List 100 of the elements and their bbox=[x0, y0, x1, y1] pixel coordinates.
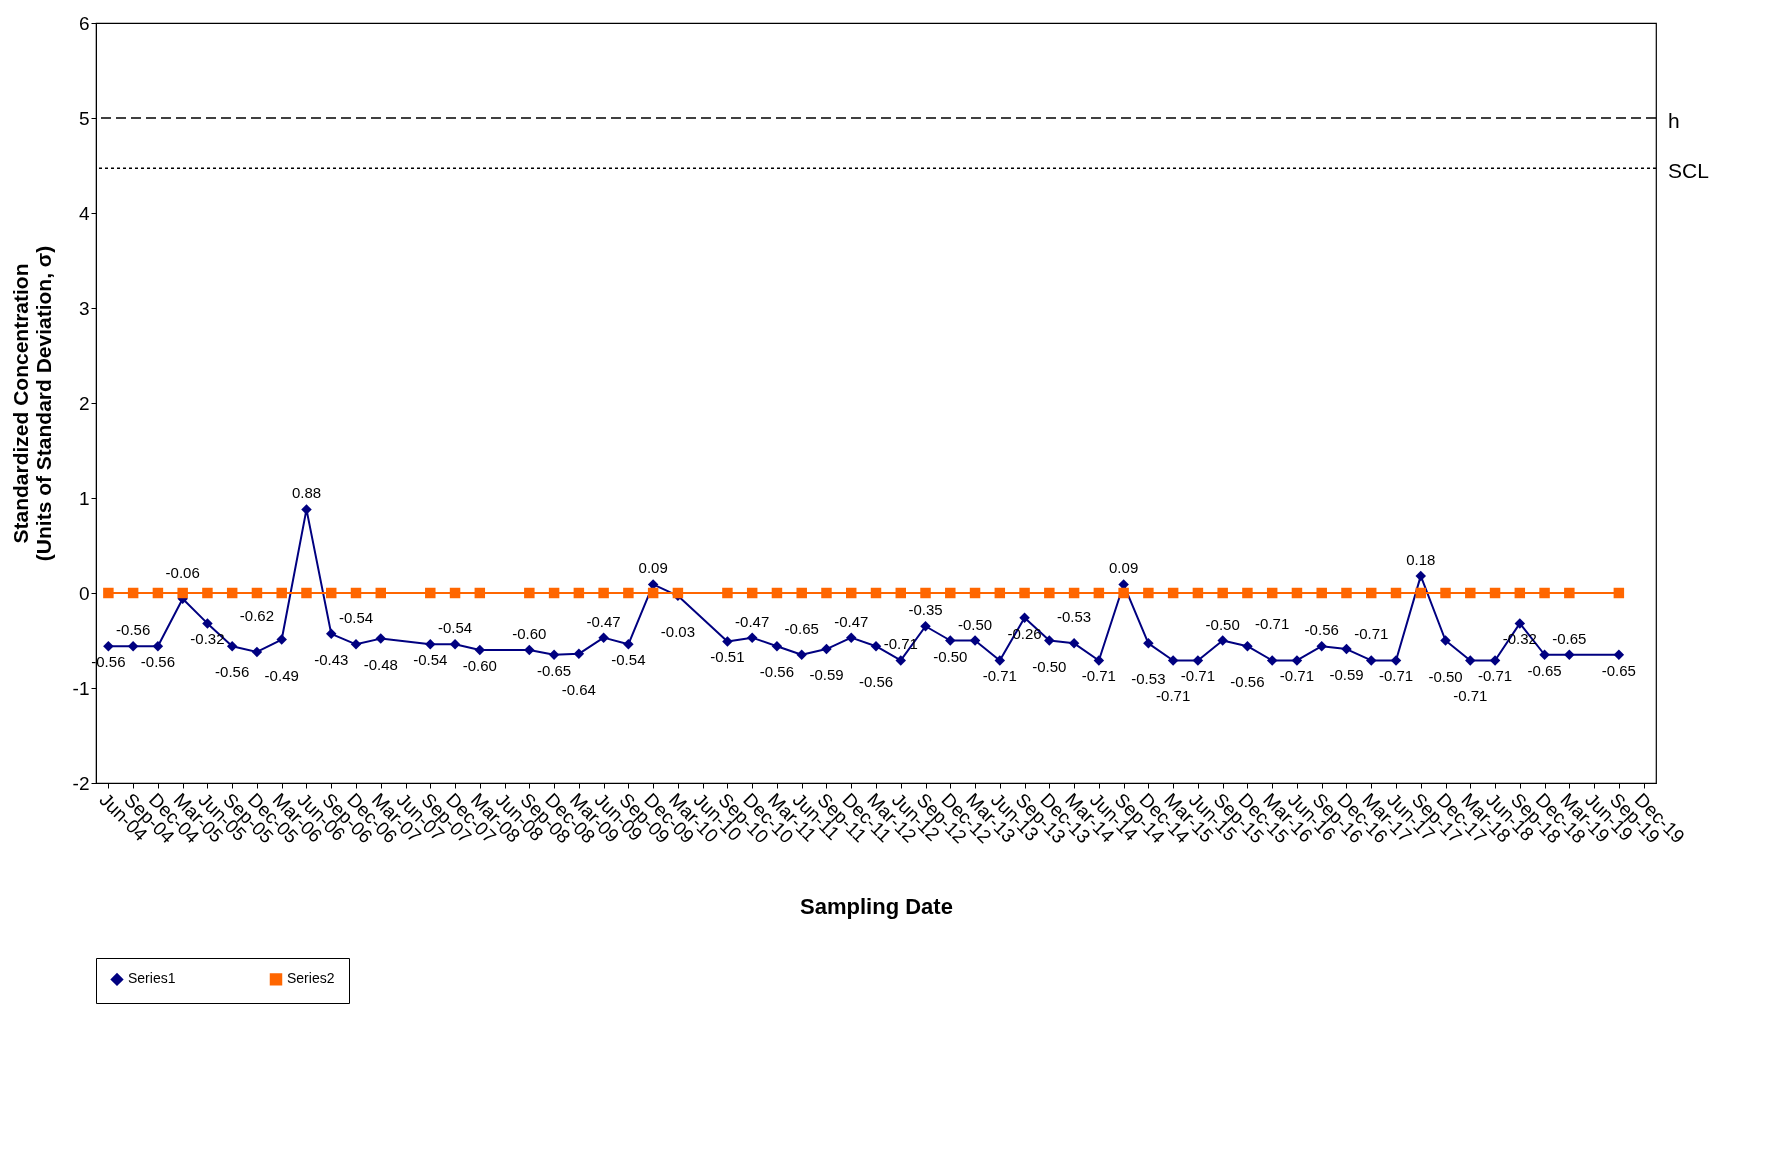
point bbox=[1564, 649, 1575, 660]
legend-label: Series1 bbox=[128, 970, 176, 987]
data-label: -0.53 bbox=[1131, 670, 1166, 688]
point bbox=[1415, 587, 1427, 599]
data-label: -0.71 bbox=[1156, 687, 1191, 705]
data-label: -0.62 bbox=[239, 606, 275, 624]
point bbox=[1118, 587, 1129, 599]
point bbox=[573, 648, 585, 660]
point bbox=[350, 587, 362, 599]
point bbox=[796, 587, 807, 599]
y-tick-label: 4 bbox=[78, 202, 90, 224]
data-label: -0.56 bbox=[140, 653, 176, 671]
point bbox=[920, 621, 931, 632]
point bbox=[1068, 638, 1080, 649]
legend-label: Series2 bbox=[287, 970, 335, 987]
point bbox=[301, 587, 312, 599]
point bbox=[1390, 587, 1402, 599]
point bbox=[202, 618, 213, 629]
point bbox=[1539, 587, 1550, 599]
point bbox=[920, 587, 931, 599]
point bbox=[1291, 587, 1303, 599]
point bbox=[1167, 587, 1179, 599]
point bbox=[1390, 655, 1402, 666]
point bbox=[870, 640, 882, 652]
point bbox=[573, 587, 585, 599]
point bbox=[1564, 587, 1575, 599]
point bbox=[103, 640, 114, 652]
data-label: -0.71 bbox=[982, 667, 1017, 685]
point bbox=[771, 640, 783, 652]
data-label: -0.03 bbox=[660, 622, 696, 640]
data-label: -0.49 bbox=[264, 666, 299, 684]
point bbox=[1514, 587, 1526, 599]
point bbox=[1489, 587, 1501, 599]
point bbox=[1465, 587, 1476, 599]
point bbox=[895, 655, 907, 666]
point bbox=[1291, 655, 1303, 666]
data-label: -0.65 bbox=[536, 661, 572, 679]
data-label: -0.71 bbox=[1477, 667, 1513, 685]
point bbox=[325, 587, 337, 599]
data-label: -0.47 bbox=[735, 612, 770, 630]
point bbox=[945, 635, 956, 646]
data-label: -0.56 bbox=[215, 663, 250, 681]
point bbox=[845, 632, 857, 643]
point bbox=[1019, 587, 1030, 599]
point bbox=[1440, 635, 1451, 646]
point bbox=[474, 587, 486, 599]
point bbox=[1514, 618, 1526, 629]
point bbox=[994, 655, 1006, 666]
point bbox=[1093, 655, 1105, 666]
point bbox=[226, 640, 238, 652]
y-tick-label: -1 bbox=[72, 677, 90, 699]
point bbox=[103, 587, 114, 599]
point bbox=[1415, 570, 1427, 582]
data-label: -0.50 bbox=[1428, 667, 1463, 685]
point bbox=[1465, 655, 1476, 666]
point bbox=[796, 649, 807, 660]
data-label: -0.60 bbox=[462, 657, 497, 674]
point bbox=[821, 587, 832, 599]
point bbox=[771, 587, 783, 599]
point bbox=[623, 639, 634, 650]
y-tick-label: 3 bbox=[78, 297, 90, 319]
point bbox=[251, 587, 263, 599]
point bbox=[152, 640, 164, 652]
data-label: -0.65 bbox=[784, 619, 819, 637]
data-label: -0.32 bbox=[190, 630, 225, 648]
data-label: -0.56 bbox=[858, 673, 894, 691]
point bbox=[425, 587, 436, 599]
point bbox=[1365, 587, 1377, 599]
point bbox=[1167, 655, 1179, 666]
y-tick-label: 0 bbox=[78, 582, 90, 604]
data-label: -0.47 bbox=[834, 612, 869, 630]
point bbox=[1316, 587, 1327, 599]
data-label: -0.56 bbox=[116, 621, 151, 639]
data-label: -0.59 bbox=[809, 666, 844, 684]
point bbox=[276, 587, 287, 599]
point bbox=[449, 639, 461, 650]
point bbox=[1143, 638, 1154, 649]
data-label: -0.48 bbox=[363, 655, 398, 673]
point bbox=[127, 640, 139, 652]
ref-line-label: SCL bbox=[1668, 159, 1709, 183]
data-label: -0.71 bbox=[1453, 687, 1488, 705]
point bbox=[1192, 655, 1204, 666]
point bbox=[1341, 643, 1352, 655]
point bbox=[895, 587, 907, 599]
data-label: -0.71 bbox=[1279, 667, 1315, 685]
point bbox=[746, 587, 758, 599]
point bbox=[1143, 587, 1154, 599]
data-label: -0.50 bbox=[1205, 615, 1240, 633]
point bbox=[548, 587, 560, 599]
point bbox=[722, 587, 733, 599]
point bbox=[1217, 635, 1228, 646]
point bbox=[524, 587, 535, 599]
data-label: -0.65 bbox=[1552, 629, 1587, 647]
data-label: -0.54 bbox=[437, 619, 473, 637]
data-label: -0.50 bbox=[1032, 657, 1067, 675]
point bbox=[623, 587, 634, 599]
point bbox=[969, 587, 981, 599]
point bbox=[1019, 612, 1030, 623]
y-tick-label: 6 bbox=[78, 12, 90, 34]
data-label: -0.54 bbox=[338, 609, 374, 627]
